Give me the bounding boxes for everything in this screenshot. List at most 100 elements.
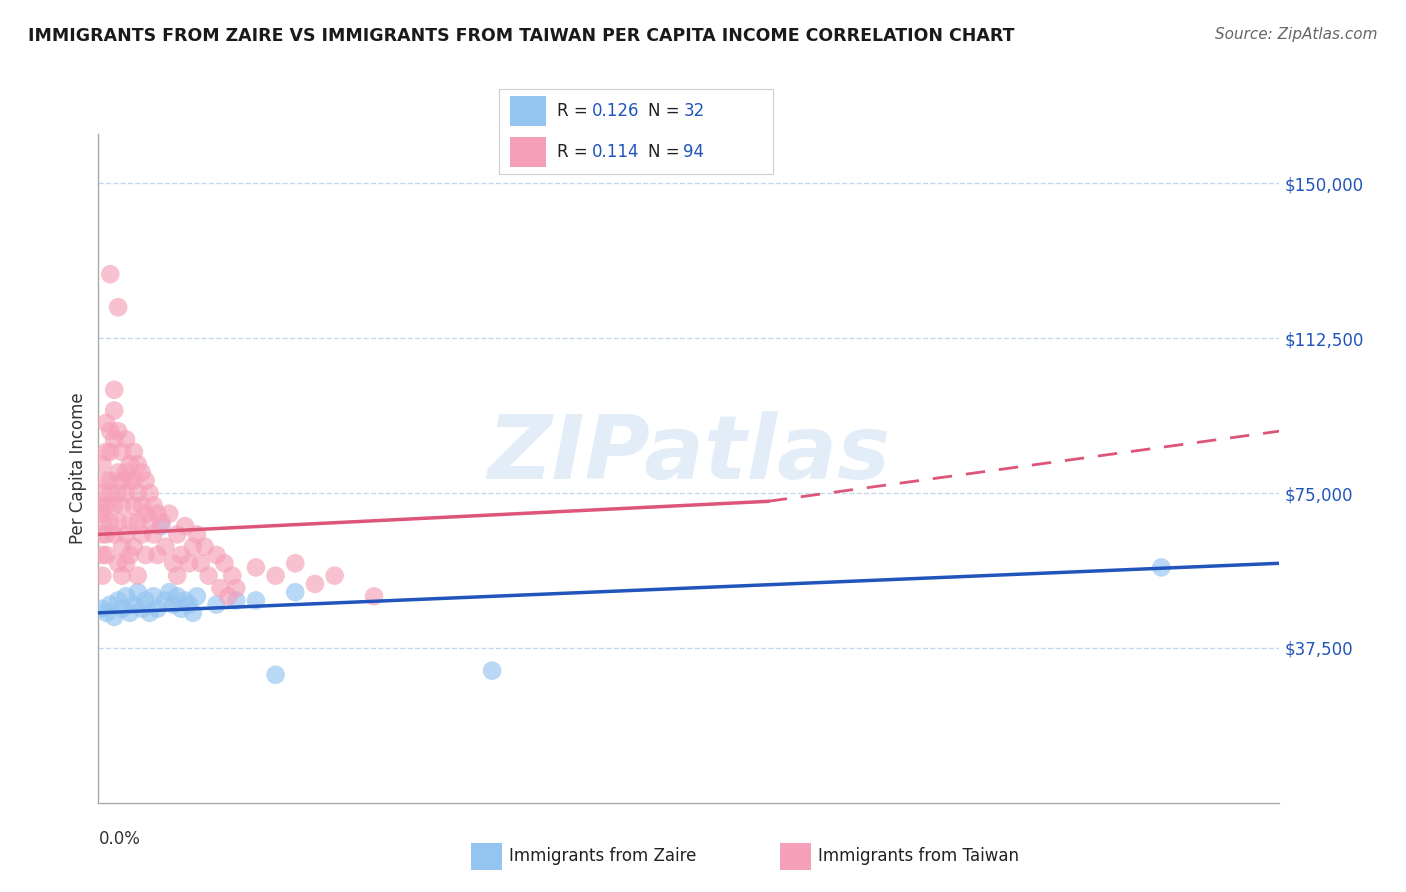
Text: 32: 32 bbox=[683, 102, 704, 120]
Point bbox=[162, 598, 184, 612]
Point bbox=[190, 556, 212, 570]
Text: R =: R = bbox=[557, 102, 593, 120]
Point bbox=[127, 515, 149, 529]
Point bbox=[127, 457, 149, 471]
Point bbox=[91, 499, 114, 513]
Point bbox=[111, 474, 134, 488]
Point bbox=[131, 527, 153, 541]
Point bbox=[96, 606, 118, 620]
Point bbox=[304, 577, 326, 591]
Point bbox=[166, 568, 188, 582]
Point bbox=[118, 457, 141, 471]
Text: 0.0%: 0.0% bbox=[98, 830, 141, 847]
Point bbox=[98, 267, 121, 281]
Point bbox=[91, 568, 114, 582]
Point bbox=[197, 568, 219, 582]
Point bbox=[127, 585, 149, 599]
Point bbox=[135, 593, 157, 607]
Point bbox=[150, 519, 173, 533]
Point bbox=[98, 598, 121, 612]
Point bbox=[91, 527, 114, 541]
Point bbox=[264, 667, 287, 681]
Point bbox=[157, 585, 180, 599]
Point bbox=[115, 556, 138, 570]
Point bbox=[284, 585, 307, 599]
Text: IMMIGRANTS FROM ZAIRE VS IMMIGRANTS FROM TAIWAN PER CAPITA INCOME CORRELATION CH: IMMIGRANTS FROM ZAIRE VS IMMIGRANTS FROM… bbox=[28, 27, 1015, 45]
Text: ZIPatlas: ZIPatlas bbox=[488, 411, 890, 499]
Point bbox=[91, 457, 114, 471]
Point bbox=[138, 606, 160, 620]
Point bbox=[155, 593, 177, 607]
Point bbox=[131, 466, 153, 480]
Point bbox=[194, 540, 217, 554]
Point bbox=[111, 568, 134, 582]
Point bbox=[111, 499, 134, 513]
Point bbox=[107, 424, 129, 438]
Point bbox=[146, 507, 169, 521]
Point bbox=[217, 590, 239, 604]
Point bbox=[96, 444, 118, 458]
Point bbox=[103, 433, 125, 447]
Point bbox=[115, 466, 138, 480]
Point bbox=[96, 548, 118, 562]
Point bbox=[221, 568, 243, 582]
Point bbox=[205, 548, 228, 562]
Point bbox=[174, 593, 197, 607]
Point bbox=[166, 527, 188, 541]
Point bbox=[481, 664, 503, 678]
Point bbox=[162, 556, 184, 570]
Point bbox=[157, 507, 180, 521]
Text: Immigrants from Zaire: Immigrants from Zaire bbox=[509, 847, 696, 865]
Point bbox=[122, 474, 145, 488]
Point bbox=[135, 548, 157, 562]
Point bbox=[91, 548, 114, 562]
Point bbox=[186, 527, 208, 541]
Point bbox=[122, 598, 145, 612]
Point bbox=[181, 540, 204, 554]
Point bbox=[209, 581, 232, 595]
Point bbox=[107, 300, 129, 314]
Point bbox=[127, 486, 149, 500]
Point bbox=[91, 486, 114, 500]
Point bbox=[181, 606, 204, 620]
Point bbox=[150, 515, 173, 529]
Point bbox=[96, 416, 118, 430]
Point bbox=[225, 593, 247, 607]
Point bbox=[115, 590, 138, 604]
Point bbox=[170, 548, 193, 562]
Point bbox=[155, 540, 177, 554]
Point bbox=[118, 606, 141, 620]
Point bbox=[122, 444, 145, 458]
Point bbox=[135, 507, 157, 521]
Point bbox=[127, 568, 149, 582]
Point bbox=[146, 548, 169, 562]
Point bbox=[166, 590, 188, 604]
Point bbox=[122, 540, 145, 554]
Point bbox=[131, 499, 153, 513]
Point bbox=[115, 486, 138, 500]
Point bbox=[131, 601, 153, 615]
Point bbox=[107, 486, 129, 500]
Point bbox=[118, 515, 141, 529]
Point bbox=[111, 601, 134, 615]
Point bbox=[142, 527, 165, 541]
Point bbox=[103, 610, 125, 624]
Point bbox=[118, 474, 141, 488]
Point bbox=[142, 590, 165, 604]
Point bbox=[103, 403, 125, 417]
Point bbox=[174, 519, 197, 533]
Point bbox=[107, 593, 129, 607]
Text: 94: 94 bbox=[683, 143, 704, 161]
Point bbox=[107, 515, 129, 529]
Point bbox=[186, 590, 208, 604]
Point bbox=[111, 540, 134, 554]
Point bbox=[245, 593, 267, 607]
Y-axis label: Per Capita Income: Per Capita Income bbox=[69, 392, 87, 544]
Point bbox=[363, 590, 385, 604]
Point bbox=[1150, 560, 1173, 574]
Point bbox=[91, 601, 114, 615]
Point bbox=[146, 601, 169, 615]
Text: N =: N = bbox=[648, 143, 685, 161]
Point bbox=[177, 598, 200, 612]
Point bbox=[135, 474, 157, 488]
